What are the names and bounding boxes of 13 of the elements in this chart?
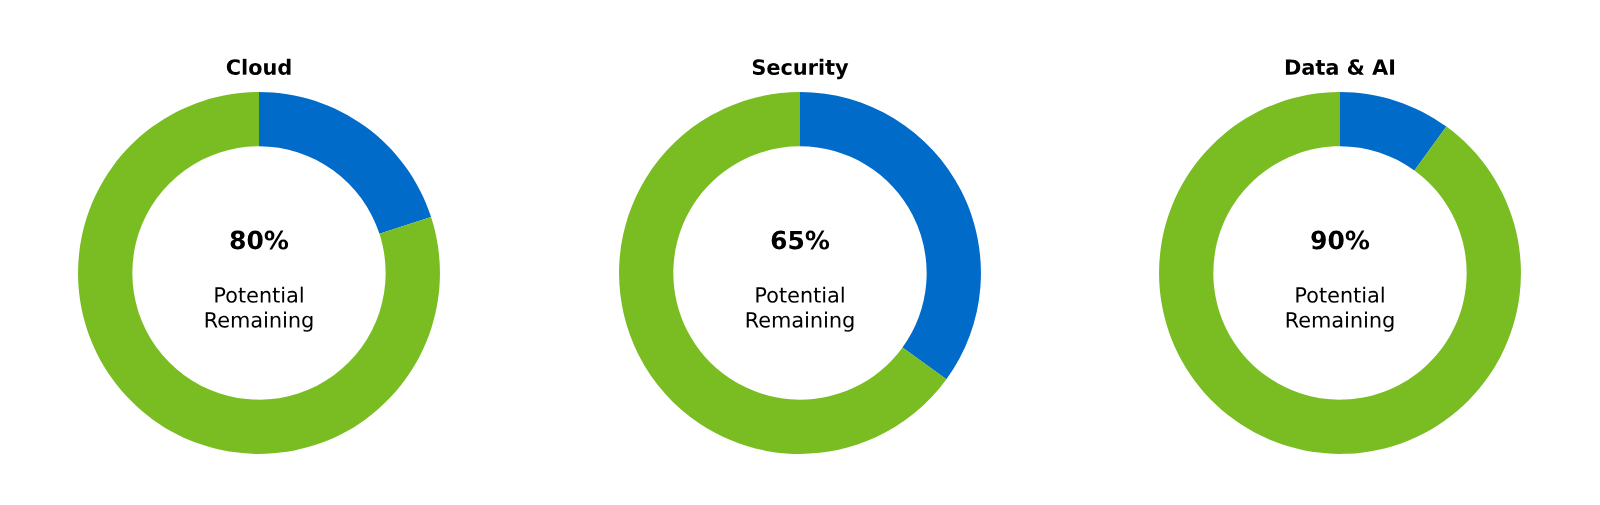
donut-slice (1340, 92, 1447, 171)
donut-slice (1159, 92, 1521, 454)
text: 90% (1311, 230, 1370, 250)
text: 80% (230, 230, 289, 250)
text: Potential Remaining (1286, 286, 1394, 332)
chart-title: Security (752, 58, 849, 80)
text: Potential Remaining (205, 286, 313, 332)
text: Potential Remaining (746, 286, 854, 332)
chart-title: Cloud (226, 58, 291, 75)
donut-slice (619, 92, 947, 454)
chart-title: Data & AI (1285, 59, 1395, 75)
donut-slice (78, 92, 440, 454)
text: 65% (771, 230, 830, 250)
